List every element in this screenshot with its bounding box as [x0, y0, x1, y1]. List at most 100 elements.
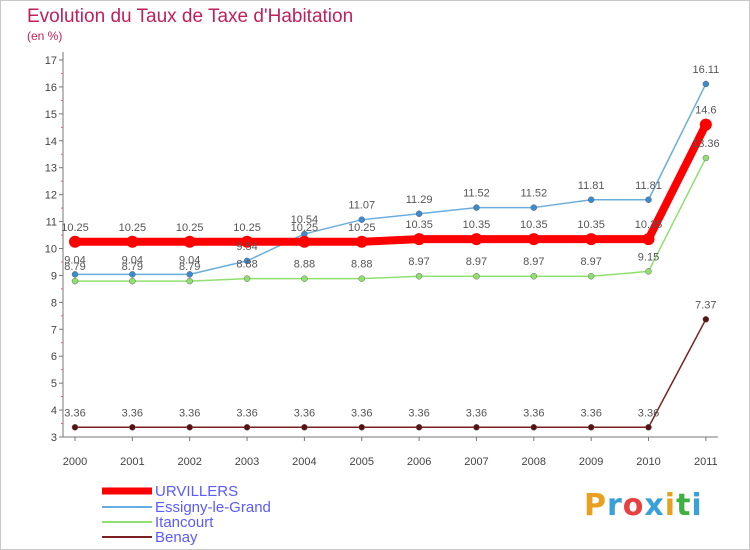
data-point [699, 118, 712, 131]
data-point [129, 424, 136, 431]
logo-letter: i [691, 488, 703, 523]
axes: 3 4 5 6 7 8 9 10 11 12 13 14 15 16 17 2000 2001 2002 2003 2… [45, 52, 718, 468]
data-point [415, 424, 423, 431]
x-tick-label: 2011 [694, 456, 718, 468]
data-label: 10.25 [291, 222, 319, 234]
data-labels: 3.36 3.36 3.36 3.36 3.36 3.36 3.36 3.36 3.36 3.36… [61, 64, 719, 419]
data-label: 10.35 [463, 219, 491, 231]
logo-letter: r [607, 488, 623, 523]
data-label: 14.6 [695, 105, 716, 117]
data-point [470, 233, 483, 246]
data-point [183, 235, 196, 248]
data-label: 13.36 [692, 138, 720, 150]
data-point [645, 424, 652, 431]
data-label: 10.25 [176, 222, 204, 234]
data-label: 3.36 [466, 407, 487, 419]
series-line [74, 157, 707, 282]
x-tick-label: 2009 [579, 456, 603, 468]
data-point [129, 271, 136, 278]
data-point [645, 268, 652, 275]
data-label: 3.36 [638, 407, 659, 419]
y-tick-label: 14 [45, 136, 57, 148]
x-tick-label: 2000 [63, 456, 87, 468]
data-point [358, 275, 365, 282]
data-point [71, 277, 79, 285]
data-label: 11.07 [348, 200, 375, 212]
logo-letter: t [676, 488, 692, 523]
data-label: 8.97 [523, 256, 544, 268]
legend-label: Essigny-le-Grand [155, 499, 271, 516]
data-point [355, 235, 368, 248]
series-line [74, 318, 707, 429]
data-point [587, 272, 595, 280]
data-point [702, 80, 710, 88]
y-tick-label: 4 [51, 405, 57, 417]
data-point [702, 316, 710, 323]
data-label: 11.81 [635, 180, 662, 192]
series-essigny-le-grand [71, 80, 710, 278]
series-layer [69, 80, 712, 431]
data-label: 9.54 [236, 241, 257, 253]
proxiti-logo: Proxiti [584, 488, 703, 523]
data-label: 10.25 [61, 222, 89, 234]
data-label: 8.79 [179, 261, 200, 273]
data-point [530, 424, 538, 431]
data-point [71, 424, 79, 431]
data-label: 8.88 [236, 259, 257, 271]
x-tick-label: 2005 [350, 456, 374, 468]
data-point [645, 196, 652, 204]
y-tick-label: 8 [51, 297, 57, 309]
data-label: 8.97 [466, 256, 487, 268]
data-label: 10.25 [119, 222, 147, 234]
data-label: 3.36 [580, 407, 601, 419]
data-point [642, 233, 655, 246]
series-line [74, 83, 707, 276]
x-tick-label: 2010 [636, 456, 660, 468]
data-point [358, 424, 365, 431]
data-label: 16.11 [692, 64, 719, 76]
data-label: 11.52 [463, 188, 490, 200]
legend-label: Benay [155, 529, 198, 546]
data-label: 7.37 [695, 299, 716, 311]
data-label: 3.36 [523, 407, 544, 419]
data-point [69, 235, 81, 248]
data-point [241, 235, 254, 248]
data-label: 8.88 [294, 259, 315, 271]
data-label: 10.25 [233, 222, 261, 234]
data-point [126, 235, 139, 248]
data-point [71, 271, 79, 278]
y-tick-label: 12 [45, 190, 57, 202]
x-tick-label: 2008 [522, 456, 546, 468]
data-label: 10.35 [520, 219, 548, 231]
y-tick-label: 7 [51, 324, 57, 336]
data-label: 10.35 [577, 219, 605, 231]
data-label: 8.97 [408, 256, 429, 268]
legend-label: URVILLERS [155, 483, 238, 500]
data-label: 3.36 [64, 407, 85, 419]
data-point [585, 233, 598, 246]
data-point [473, 272, 480, 280]
x-tick-label: 2006 [407, 456, 431, 468]
x-tick-label: 2002 [177, 456, 201, 468]
data-label: 10.54 [291, 214, 319, 226]
chart-unit: (en %) [27, 29, 63, 43]
data-label: 3.36 [179, 407, 200, 419]
logo-letter: o [622, 488, 645, 523]
x-tick-label: 2004 [292, 456, 316, 468]
chart-title: Evolution du Taux de Taxe d'Habitation [27, 6, 354, 27]
legend-label: Itancourt [155, 514, 214, 531]
data-point [413, 233, 426, 246]
data-label: 9.15 [638, 251, 659, 263]
data-label: 11.52 [520, 188, 547, 200]
data-label: 8.97 [580, 256, 601, 268]
data-point [243, 275, 251, 282]
x-tick-label: 2001 [120, 456, 144, 468]
data-point [129, 277, 136, 285]
data-point [186, 271, 193, 278]
y-tick-label: 17 [45, 55, 57, 67]
data-point [186, 424, 193, 431]
data-label: 11.81 [578, 180, 605, 192]
data-point [186, 277, 193, 285]
